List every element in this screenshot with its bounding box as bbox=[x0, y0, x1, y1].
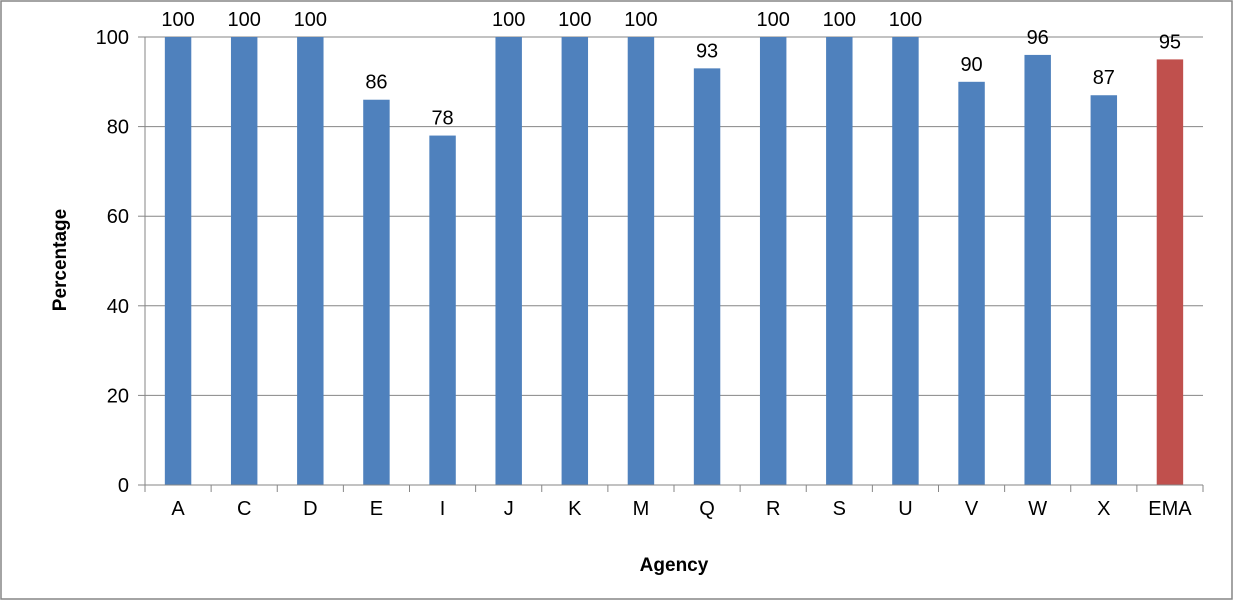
data-label-i: 78 bbox=[431, 108, 453, 130]
x-tick-label-q: Q bbox=[699, 498, 715, 520]
x-axis-title: Agency bbox=[640, 555, 709, 576]
x-tick-label-j: J bbox=[504, 498, 514, 520]
data-label-r: 100 bbox=[757, 9, 790, 31]
data-label-e: 86 bbox=[365, 72, 387, 94]
data-label-m: 100 bbox=[624, 9, 657, 31]
x-tick-label-r: R bbox=[766, 498, 780, 520]
data-label-j: 100 bbox=[492, 9, 525, 31]
bar-w bbox=[1024, 54, 1051, 486]
bar-q bbox=[693, 68, 721, 486]
bar-m bbox=[627, 37, 655, 485]
bar-s bbox=[826, 37, 853, 485]
y-tick-label: 0 bbox=[118, 475, 129, 497]
bar-c bbox=[230, 37, 258, 485]
y-tick-label: 60 bbox=[107, 206, 129, 228]
bar-d bbox=[297, 37, 324, 485]
data-label-c: 100 bbox=[228, 9, 261, 31]
data-label-k: 100 bbox=[558, 9, 591, 31]
x-tick-label-v: V bbox=[965, 498, 979, 520]
x-tick-label-k: K bbox=[568, 498, 582, 520]
bar-j bbox=[495, 37, 522, 485]
x-tick-label-x: X bbox=[1097, 498, 1110, 520]
y-tick-label: 80 bbox=[107, 117, 129, 139]
data-label-w: 96 bbox=[1027, 27, 1049, 49]
x-tick-label-c: C bbox=[237, 498, 251, 520]
y-tick-label: 40 bbox=[107, 296, 129, 318]
bars bbox=[164, 37, 1184, 486]
bar-k bbox=[561, 37, 589, 485]
bar-ema bbox=[1156, 59, 1184, 486]
y-tick-label: 100 bbox=[96, 27, 129, 49]
data-label-s: 100 bbox=[823, 9, 856, 31]
x-tick-label-d: D bbox=[303, 498, 317, 520]
x-tick-label-e: E bbox=[370, 498, 383, 520]
x-tick-label-a: A bbox=[171, 498, 185, 520]
data-label-ema: 95 bbox=[1159, 31, 1181, 53]
data-label-u: 100 bbox=[889, 9, 922, 31]
bar-i bbox=[429, 135, 456, 485]
x-tick-label-m: M bbox=[633, 498, 650, 520]
y-tick-label: 20 bbox=[107, 385, 129, 407]
x-tick-label-s: S bbox=[833, 498, 846, 520]
data-label-x: 87 bbox=[1093, 67, 1115, 89]
x-tick-label-i: I bbox=[440, 498, 446, 520]
x-tick-labels: A C D E I J K M Q R S U V W X EMA bbox=[171, 498, 1192, 520]
data-labels: 100 100 100 86 78 100 100 100 93 100 100 100 90 96 87 9… bbox=[161, 9, 1181, 130]
data-label-v: 90 bbox=[960, 54, 982, 76]
data-label-a: 100 bbox=[161, 9, 194, 31]
x-tick-label-w: W bbox=[1028, 498, 1047, 520]
data-label-q: 93 bbox=[696, 40, 718, 62]
bar-x bbox=[1090, 95, 1118, 486]
y-tick-labels: 0 20 40 60 80 100 bbox=[96, 27, 129, 497]
bar-a bbox=[164, 37, 192, 485]
y-axis-title: Percentage bbox=[50, 209, 71, 311]
x-tick-label-ema: EMA bbox=[1148, 498, 1192, 520]
bar-u bbox=[892, 37, 919, 485]
bar-r bbox=[759, 37, 787, 485]
bar-e bbox=[363, 99, 390, 485]
axes bbox=[138, 36, 1204, 492]
data-label-d: 100 bbox=[294, 9, 327, 31]
bar-v bbox=[958, 81, 985, 486]
x-tick-label-u: U bbox=[898, 498, 912, 520]
